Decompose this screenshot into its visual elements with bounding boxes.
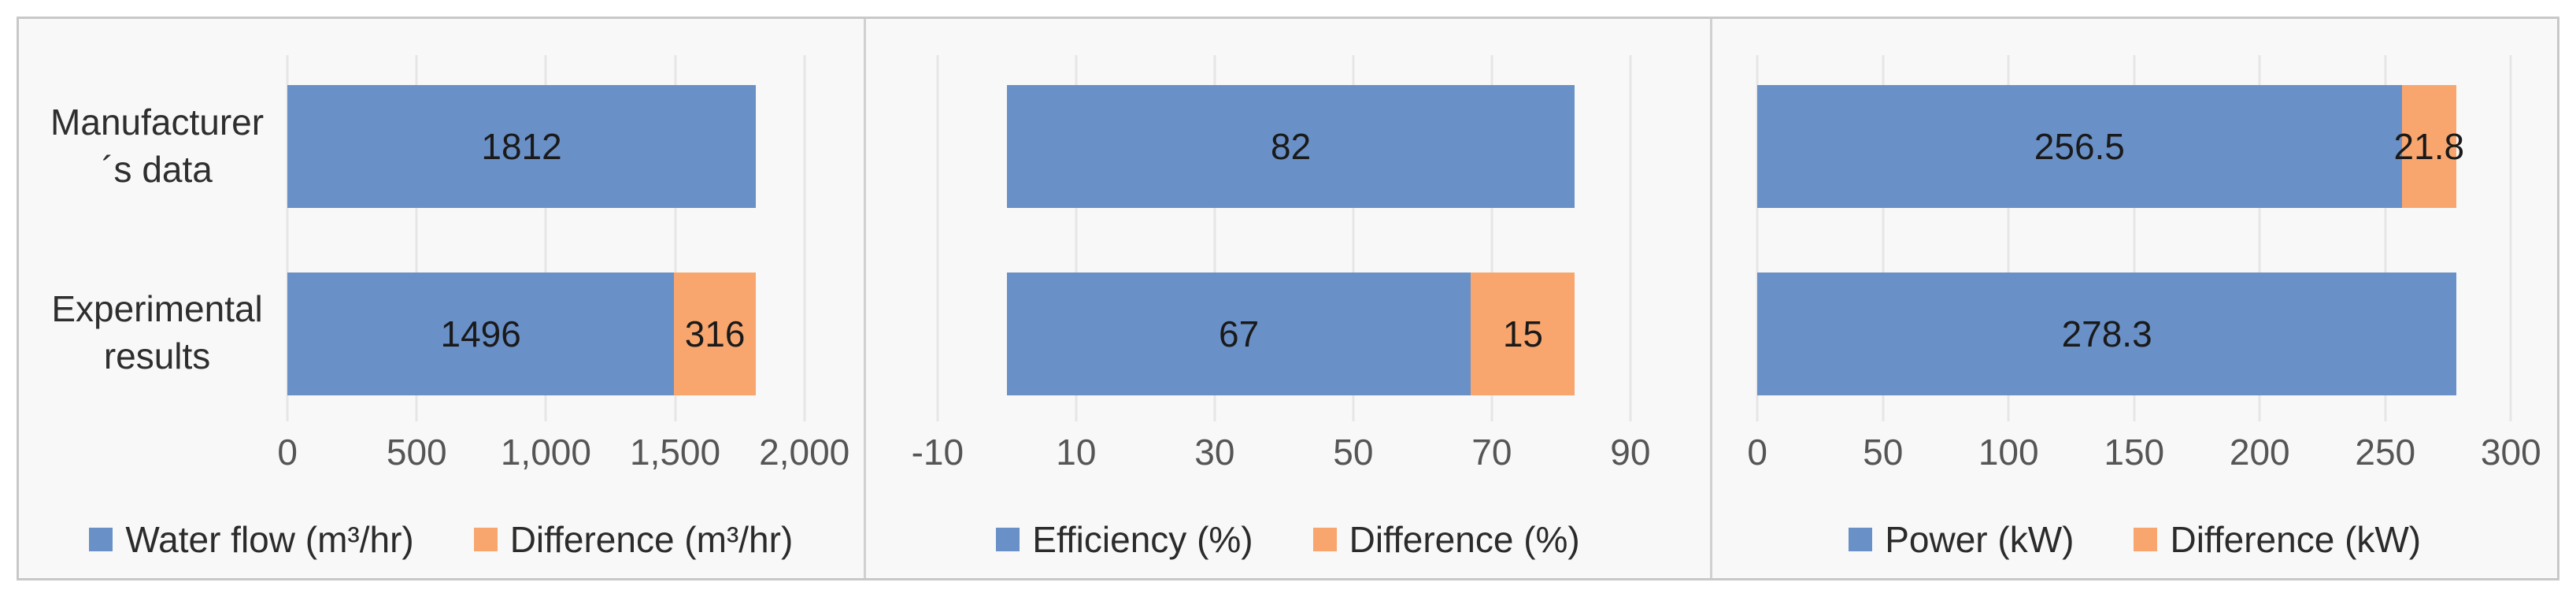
gridline [1075, 55, 1078, 421]
chart-body: 82 67 15 [866, 55, 1711, 421]
bar-value-label: 82 [1271, 126, 1312, 167]
axis-tick-label: 50 [1863, 431, 1904, 473]
gridline [674, 55, 677, 421]
legend-label: Difference (kW) [2170, 519, 2422, 560]
gridline [1490, 55, 1493, 421]
bar-row: 278.3 [1757, 272, 2536, 395]
blue-bar-segment: 67 [1006, 272, 1471, 395]
legend: Efficiency (%) Difference (%) [866, 516, 1711, 563]
axis-tick-label: 200 [2229, 431, 2290, 473]
category-label: Experimental results [51, 288, 263, 377]
bar-value-label: 1496 [440, 313, 521, 354]
axis-tick-label: 10 [1056, 431, 1097, 473]
orange-legend-marker [1312, 528, 1337, 551]
legend-item: Power (kW) [1849, 518, 2074, 561]
legend-item: Efficiency (%) [996, 518, 1253, 561]
bar-value-label: 278.3 [2061, 313, 2152, 354]
orange-legend-marker [2134, 528, 2158, 551]
legend-label: Difference (m³/hr) [509, 519, 794, 560]
bar-value-label: 1812 [481, 126, 562, 167]
chart-body: Manufacturer´s data Experimental results … [19, 55, 864, 421]
gridline [286, 55, 289, 421]
chart-panel-water-flow: Manufacturer´s data Experimental results … [19, 19, 864, 578]
blue-bar-segment: 82 [1006, 85, 1575, 208]
gridline [1629, 55, 1632, 421]
bar-row: 1812 [287, 85, 843, 208]
x-axis: -10 10 30 50 70 90 [912, 421, 1686, 476]
legend-item: Water flow (m³/hr) [89, 518, 414, 561]
axis-tick-label: 50 [1333, 431, 1374, 473]
axis-tick-label: 2,000 [759, 431, 850, 473]
axis-tick-label: 30 [1194, 431, 1235, 473]
bar-value-label: 256.5 [2034, 126, 2125, 167]
blue-bar-segment: 256.5 [1757, 85, 2402, 208]
bar-row: 67 15 [938, 272, 1686, 395]
blue-bar-segment: 278.3 [1757, 272, 2457, 395]
legend: Water flow (m³/hr) Difference (m³/hr) [19, 516, 864, 563]
orange-bar-segment: 21.8 [2394, 85, 2464, 208]
category-labels-column: Manufacturer´s data Experimental results [19, 55, 287, 421]
plot-area: 256.5 21.8 278.3 [1756, 55, 2536, 421]
axis-tick-label: 90 [1610, 431, 1651, 473]
axis-tick-label: 1,000 [500, 431, 591, 473]
bar-value-label: 15 [1502, 313, 1544, 354]
chart-panel-efficiency: 82 67 15 -10 10 30 50 70 90 Efficiency (%) Diffe… [863, 19, 1711, 578]
x-axis: 0 500 1,000 1,500 2,000 [277, 421, 849, 476]
axis-tick-label: 1,500 [629, 431, 721, 473]
legend-label: Difference (%) [1349, 519, 1580, 560]
bar-value-label: 21.8 [2393, 126, 2465, 167]
orange-legend-marker [473, 528, 498, 551]
gridline [1756, 55, 1759, 421]
bar-row: 82 [938, 85, 1686, 208]
gridline [544, 55, 547, 421]
bar-row: 256.5 21.8 [1757, 85, 2536, 208]
blue-legend-marker [1849, 528, 1873, 551]
axis-tick-label: -10 [911, 431, 964, 473]
legend-item: Difference (m³/hr) [473, 518, 794, 561]
orange-bar-segment: 15 [1471, 272, 1575, 395]
gridline [1352, 55, 1355, 421]
axis-tick-label: 0 [1747, 431, 1767, 473]
blue-legend-marker [996, 528, 1020, 551]
chart-panel-power: 256.5 21.8 278.3 0 50 100 150 200 250 300 Power … [1710, 19, 2557, 578]
x-axis: 0 50 100 150 200 250 300 [1747, 421, 2541, 476]
axis-tick-label: 150 [2104, 431, 2165, 473]
axis-tick-label: 250 [2355, 431, 2416, 473]
gridline [2007, 55, 2010, 421]
gridline [1882, 55, 1885, 421]
axis-tick-label: 0 [277, 431, 298, 473]
bar-row: 1496 316 [287, 272, 843, 395]
chart-body: 256.5 21.8 278.3 [1712, 55, 2557, 421]
blue-legend-marker [89, 528, 113, 551]
gridline [2509, 55, 2512, 421]
bar-value-label: 67 [1219, 313, 1260, 354]
axis-tick-label: 70 [1471, 431, 1512, 473]
category-label: Manufacturer´s data [50, 102, 265, 191]
legend: Power (kW) Difference (kW) [1712, 516, 2557, 563]
legend-item: Difference (%) [1312, 518, 1580, 561]
gridline [803, 55, 806, 421]
gridline [936, 55, 939, 421]
gridline [2384, 55, 2387, 421]
bar-value-label: 316 [684, 313, 746, 354]
axis-tick-label: 300 [2480, 431, 2541, 473]
gridline [1213, 55, 1216, 421]
gridline [415, 55, 418, 421]
legend-label: Water flow (m³/hr) [125, 519, 414, 560]
legend-label: Efficiency (%) [1032, 519, 1253, 560]
plot-area: 82 67 15 [936, 55, 1686, 421]
figure-frame: Manufacturer´s data Experimental results … [17, 17, 2559, 580]
blue-bar-segment: 1496 [287, 272, 675, 395]
orange-bar-segment: 316 [674, 272, 756, 395]
axis-tick-label: 500 [386, 431, 447, 473]
plot-area: 1812 1496 316 [286, 55, 843, 421]
legend-item: Difference (kW) [2134, 518, 2421, 561]
gridline [2133, 55, 2136, 421]
axis-tick-label: 100 [1978, 431, 2039, 473]
gridline [2258, 55, 2261, 421]
blue-bar-segment: 1812 [287, 85, 756, 208]
legend-label: Power (kW) [1885, 519, 2074, 560]
